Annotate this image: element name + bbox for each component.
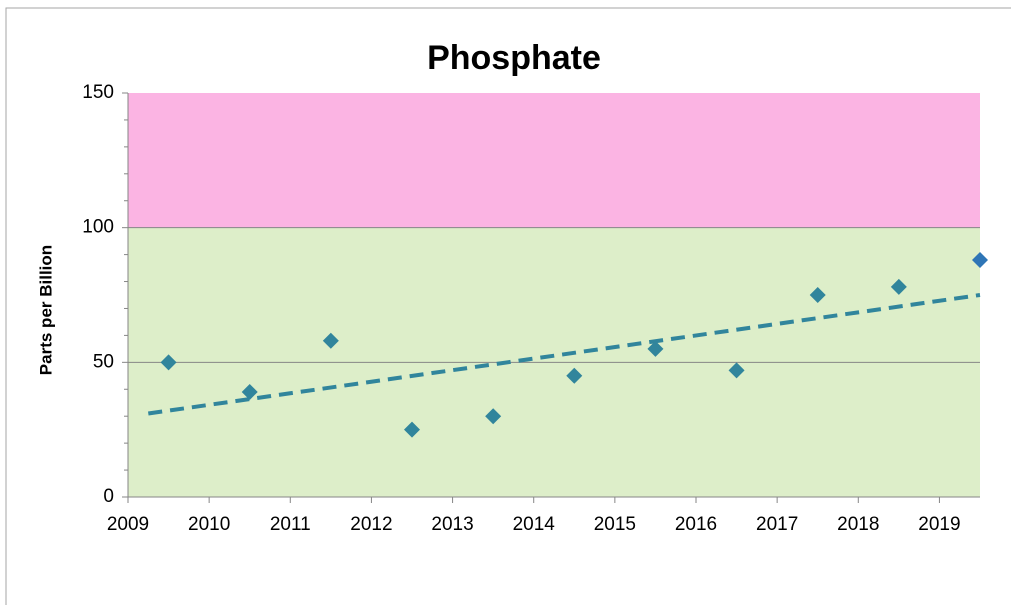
data-point [241,383,258,400]
x-tick-label: 2016 [675,514,717,535]
trendline [148,293,981,416]
x-tick-label: 2011 [270,514,311,535]
data-point [160,354,177,371]
data-point [809,287,826,303]
y-tick-label: 150 [82,82,114,103]
data-point [728,362,745,379]
chart-frame [5,7,1011,605]
x-tick-label: 2014 [513,514,556,535]
x-tick-label: 2009 [107,514,149,535]
data-point [566,367,583,384]
data-point [647,340,664,357]
data-point [890,278,907,295]
y-axis-label: Parts per Billion [36,245,55,375]
band [128,93,980,228]
y-tick-label: 0 [103,486,114,507]
data-point [322,332,339,349]
y-tick-label: 50 [93,351,114,372]
x-tick-label: 2018 [837,514,879,535]
x-tick-label: 2017 [756,514,798,535]
data-point [404,421,420,438]
x-tick-label: 2015 [594,514,636,535]
data-point [485,408,502,425]
x-tick-label: 2013 [431,514,473,535]
x-tick-label: 2019 [918,514,960,535]
x-tick-label: 2010 [188,514,230,535]
x-tick-label: 2012 [350,514,392,535]
data-point [972,251,988,268]
y-tick-label: 100 [82,217,114,238]
chart-title: Phosphate [427,39,601,77]
